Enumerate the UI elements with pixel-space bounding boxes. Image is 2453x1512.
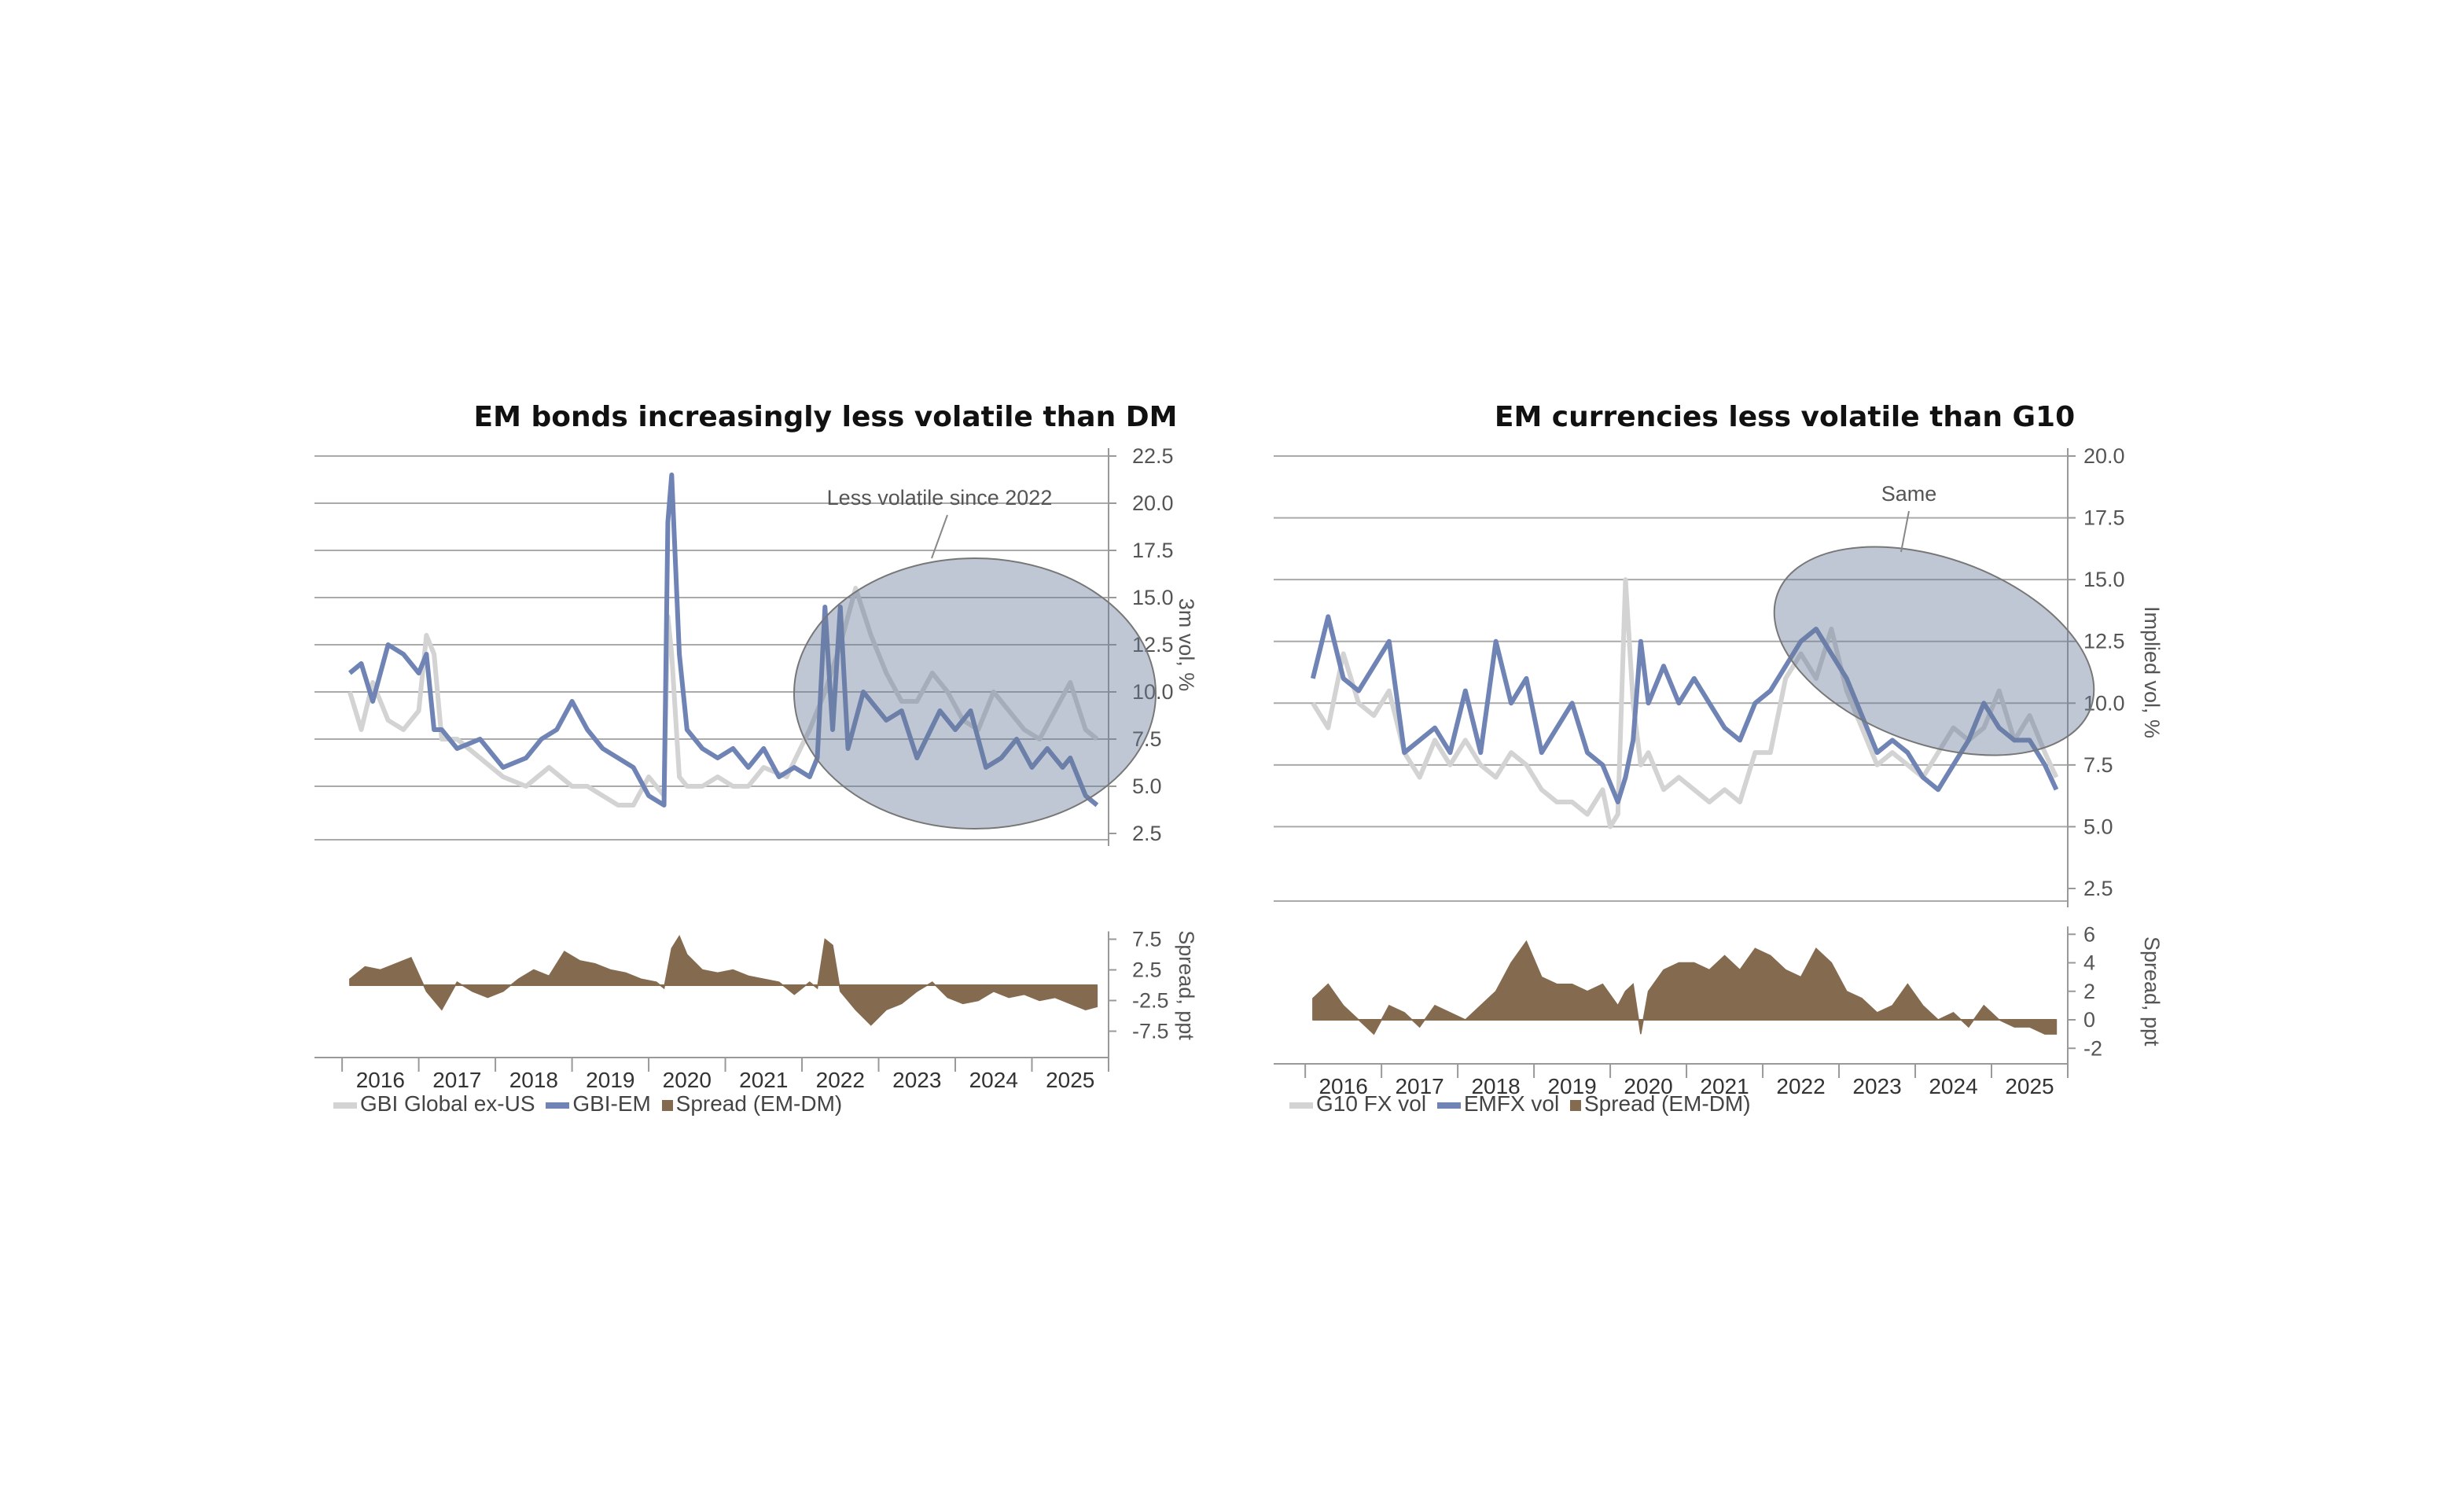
series-line-em [348,473,1099,808]
legend-item-spread: Spread (EM-DM) [1569,1091,1751,1117]
x-tick-label: 2016 [356,1068,405,1092]
x-tick-label: 2017 [432,1068,481,1092]
annotation-leader [1900,510,1910,553]
annotation-text: Same [1881,482,1937,506]
series-line-em [1310,614,2059,804]
em-currencies-chart: 20.017.515.012.510.07.55.02.56420-2Impli… [1274,444,2164,1098]
y-tick-label: 20.0 [2083,444,2125,468]
y-axis-title: Spread, ppt [1175,930,1198,1040]
chart-panel-em-bonds: EM bonds increasingly less volatile than… [314,401,1337,1132]
spread-area [349,934,1098,1026]
x-tick-label: 2018 [1471,1074,1520,1098]
chart-legend: G10 FX vol EMFX vol Spread (EM-DM) [1289,1091,1756,1117]
y-tick-label: 7.5 [2083,753,2113,777]
chart-title: EM currencies less volatile than G10 [1494,401,2076,433]
y-tick-label: 12.5 [2083,630,2125,653]
x-tick-label: 2021 [1700,1074,1749,1098]
y-axis-title: Spread, ppt [2140,936,2164,1047]
x-tick-label: 2024 [969,1068,1018,1092]
spread-area [1312,940,2058,1036]
y-tick-label: -7.5 [1132,1020,1169,1043]
x-tick-label: 2017 [1395,1074,1443,1098]
x-tick-label: 2023 [892,1068,941,1092]
y-tick-label: 15.0 [1132,586,1174,609]
legend-item-emfx: EMFX vol [1436,1091,1559,1117]
legend-item-g10: G10 FX vol [1289,1091,1426,1117]
series-line-dm [1311,577,2059,830]
x-tick-label: 2024 [1929,1074,1977,1098]
y-tick-label: 0 [2083,1008,2095,1032]
y-tick-label: 6 [2083,922,2095,946]
y-axis-title: 3m vol, % [1175,598,1198,692]
x-tick-label: 2022 [1776,1074,1825,1098]
x-tick-label: 2016 [1318,1074,1367,1098]
legend-item-spread: Spread (EM-DM) [661,1091,842,1117]
legend-item-gbi-em: GBI-EM [546,1091,651,1117]
x-tick-label: 2018 [509,1068,558,1092]
em-bonds-chart: 22.520.017.515.012.510.07.55.02.57.52.5-… [314,444,1198,1092]
x-tick-label: 2021 [739,1068,788,1092]
y-axis-title: Implied vol, % [2140,606,2164,738]
x-tick-label: 2020 [1624,1074,1672,1098]
y-tick-label: 4 [2083,951,2095,975]
x-tick-label: 2025 [2005,1074,2054,1098]
y-tick-label: 2.5 [1132,958,1162,982]
chart-panel-em-currencies: EM currencies less volatile than G10 20.… [1274,401,2296,1132]
y-tick-label: 20.0 [1132,491,1174,515]
annotation-leader [931,514,948,559]
x-tick-label: 2019 [586,1068,634,1092]
y-tick-label: 2.5 [1132,822,1162,845]
legend-item-gbi-global: GBI Global ex-US [333,1091,535,1117]
chart-legend: GBI Global ex-US GBI-EM Spread (EM-DM) [333,1091,847,1117]
y-tick-label: 2 [2083,980,2095,1003]
y-tick-label: 5.0 [1132,774,1162,798]
x-tick-label: 2020 [663,1068,712,1092]
y-tick-label: 22.5 [1132,444,1174,468]
x-tick-label: 2022 [816,1068,865,1092]
y-tick-label: 17.5 [2083,506,2125,530]
annotation-text: Less volatile since 2022 [827,486,1053,510]
y-tick-label: -2 [2083,1036,2102,1060]
y-tick-label: 10.0 [1132,680,1174,704]
highlight-ellipse [1773,546,2095,756]
y-tick-label: 5.0 [2083,815,2113,838]
y-tick-label: 7.5 [1132,727,1162,751]
y-tick-label: -2.5 [1132,989,1169,1013]
chart-title: EM bonds increasingly less volatile than… [473,401,1178,433]
y-tick-label: 15.0 [2083,568,2125,591]
x-tick-label: 2025 [1046,1068,1094,1092]
y-tick-label: 17.5 [1132,539,1174,562]
y-tick-label: 2.5 [2083,877,2113,900]
highlight-ellipse [793,557,1157,830]
x-tick-label: 2023 [1852,1074,1901,1098]
x-tick-label: 2019 [1547,1074,1596,1098]
y-tick-label: 7.5 [1132,928,1162,951]
